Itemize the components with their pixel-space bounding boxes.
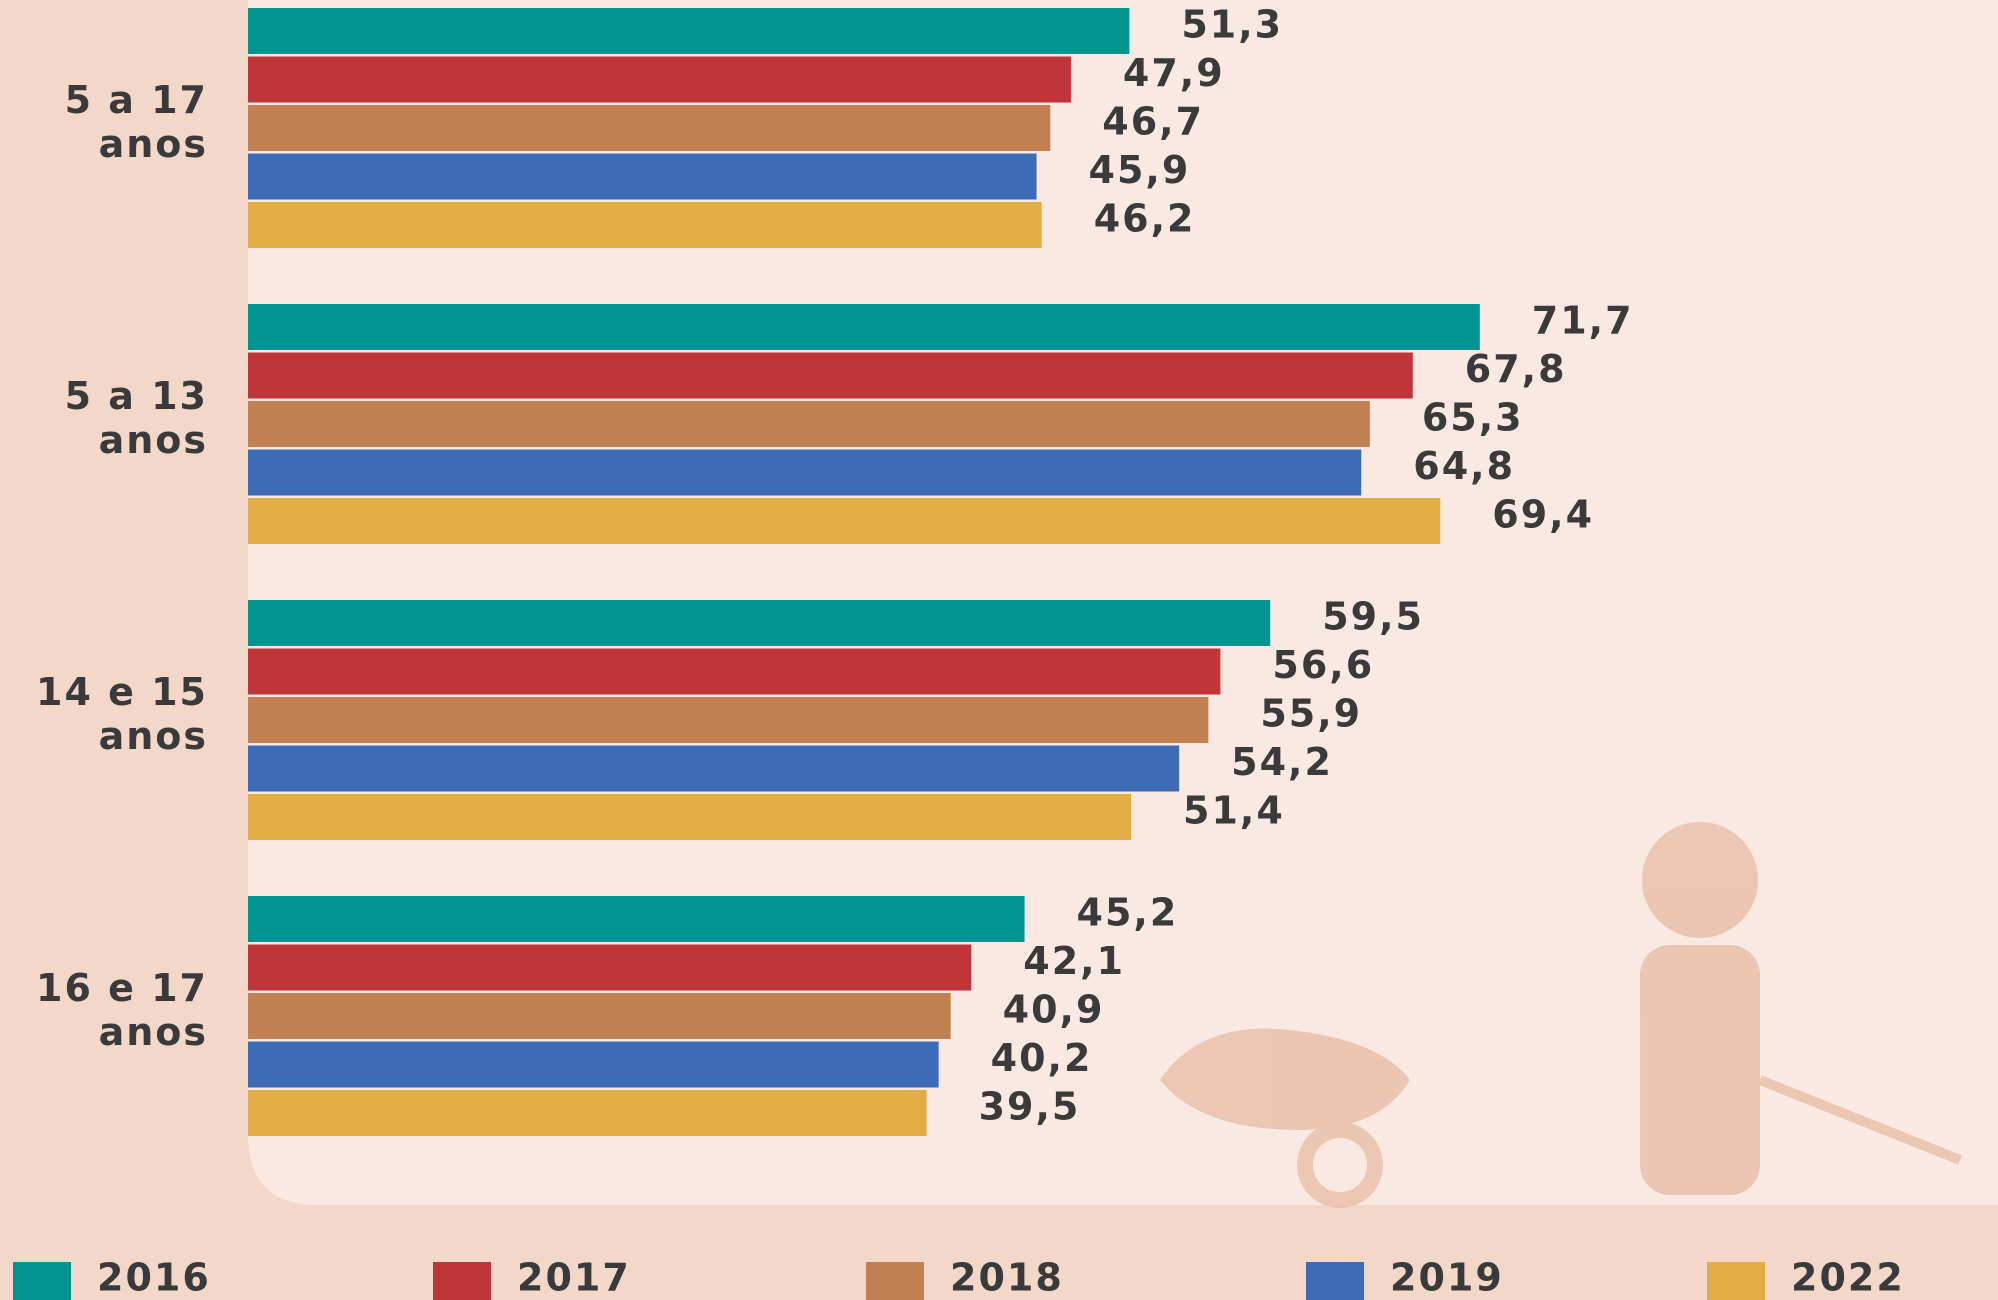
value-label: 47,9 xyxy=(1123,51,1225,95)
legend-label: 2019 xyxy=(1390,1256,1504,1300)
bar xyxy=(248,498,1440,544)
value-label: 59,5 xyxy=(1322,595,1424,639)
page: 51,347,9 46,745,9 46,2 71,767,8 65,364,8 69,4… xyxy=(0,0,1998,1300)
legend-label: 2017 xyxy=(517,1256,631,1300)
bar xyxy=(248,450,1361,496)
value-label: 55,9 xyxy=(1260,692,1362,736)
bar xyxy=(248,8,1129,54)
legend-label: 2016 xyxy=(97,1256,211,1300)
bar xyxy=(248,1042,939,1088)
bar xyxy=(248,353,1413,399)
bar xyxy=(248,746,1179,792)
legend-swatch xyxy=(433,1262,491,1300)
bar xyxy=(248,794,1131,840)
bar xyxy=(248,945,971,991)
category-label: 5 a 13 anos xyxy=(0,374,208,462)
legend-swatch xyxy=(866,1262,924,1300)
value-label: 39,5 xyxy=(979,1085,1081,1129)
value-label: 42,1 xyxy=(1023,939,1125,983)
bar xyxy=(248,649,1220,695)
legend-label: 2022 xyxy=(1791,1256,1905,1300)
value-label: 46,7 xyxy=(1102,100,1204,144)
value-label: 40,9 xyxy=(1003,988,1105,1032)
bar xyxy=(248,697,1208,743)
bar xyxy=(248,401,1370,447)
chart: 51,347,9 46,745,9 46,2 71,767,8 65,364,8 69,4… xyxy=(0,0,1998,1300)
value-label: 67,8 xyxy=(1465,347,1567,391)
legend-swatch xyxy=(13,1262,71,1300)
legend-swatch xyxy=(1306,1262,1364,1300)
value-label: 45,2 xyxy=(1077,891,1179,935)
bar xyxy=(248,1090,927,1136)
category-label: 16 e 17 anos xyxy=(0,966,208,1054)
bar xyxy=(248,600,1270,646)
category-label: 14 e 15 anos xyxy=(0,670,208,758)
value-label: 69,4 xyxy=(1492,493,1594,537)
value-label: 45,9 xyxy=(1089,148,1191,192)
value-label: 71,7 xyxy=(1532,299,1634,343)
bar xyxy=(248,57,1071,103)
bar xyxy=(248,304,1480,350)
legend-label: 2018 xyxy=(950,1256,1064,1300)
legend-swatch xyxy=(1707,1262,1765,1300)
value-label: 56,6 xyxy=(1272,643,1374,687)
bar xyxy=(248,154,1037,200)
bar xyxy=(248,896,1025,942)
category-label: 5 a 17 anos xyxy=(0,78,208,166)
value-label: 51,3 xyxy=(1181,3,1283,47)
value-label: 54,2 xyxy=(1231,740,1333,784)
bar xyxy=(248,993,951,1039)
value-label: 40,2 xyxy=(991,1036,1093,1080)
value-label: 46,2 xyxy=(1094,197,1196,241)
bar xyxy=(248,105,1050,151)
value-label: 65,3 xyxy=(1422,396,1524,440)
bar xyxy=(248,202,1042,248)
value-label: 64,8 xyxy=(1413,444,1515,488)
value-label: 51,4 xyxy=(1183,789,1285,833)
